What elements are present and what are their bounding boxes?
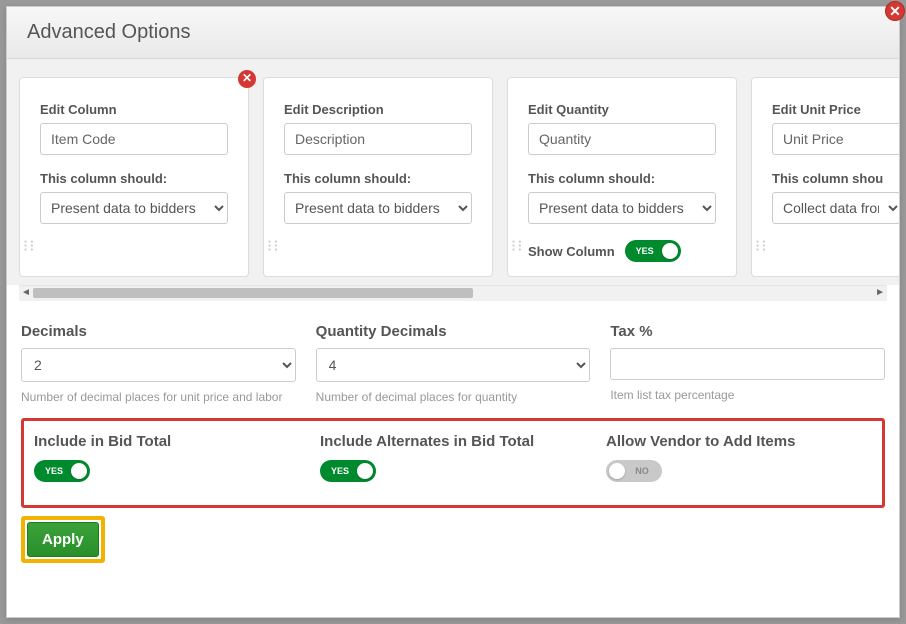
show-column-label: Show Column [528,244,615,259]
qty-decimals-select[interactable]: 4 [316,348,591,382]
column-should-select[interactable]: Present data to bidders [528,192,716,224]
column-name-input[interactable] [772,123,899,155]
drag-handle-icon[interactable]: ● ●● ●● ● [512,240,522,256]
decimals-field: Decimals 2 Number of decimal places for … [21,323,296,404]
decimals-hint: Number of decimal places for unit price … [21,390,296,404]
toggle-knob [662,243,678,259]
column-should-label: This column should: [40,171,228,186]
decimals-select[interactable]: 2 [21,348,296,382]
column-name-input[interactable] [40,123,228,155]
qty-decimals-label: Quantity Decimals [316,323,591,340]
include-total-field: Include in Bid Total YES [34,433,300,487]
apply-highlight-frame: Apply [21,516,105,563]
decimals-label: Decimals [21,323,296,340]
scroll-left-icon[interactable]: ◄ [21,287,31,298]
vendor-add-toggle[interactable]: NO [606,460,662,482]
drag-handle-icon[interactable]: ● ●● ●● ● [268,240,278,256]
scrollbar-thumb[interactable] [33,288,473,298]
drag-handle-icon[interactable]: ● ●● ●● ● [756,240,766,256]
close-icon[interactable]: ✕ [885,1,905,21]
toggle-knob [357,463,373,479]
column-should-select[interactable]: Collect data from [772,192,899,224]
toggle-knob [71,463,87,479]
modal-title: Advanced Options [27,21,879,44]
column-should-select[interactable]: Present data to bidders [284,192,472,224]
column-card-description: Edit Description ● ●● ●● ● This column s… [263,77,493,277]
drag-handle-icon[interactable]: ● ●● ●● ● [24,240,34,256]
column-name-input[interactable] [284,123,472,155]
columns-scroll-area: ✕ Edit Column ● ●● ●● ● This column shou… [7,59,899,285]
close-icon[interactable]: ✕ [238,70,256,88]
column-card-unit-price: Edit Unit Price ● ●● ●● ● This column sh… [751,77,899,277]
include-alternates-field: Include Alternates in Bid Total YES [320,433,586,487]
modal-header: Advanced Options [7,7,899,59]
column-should-label: This column should: [284,171,472,186]
include-total-toggle[interactable]: YES [34,460,90,482]
highlighted-toggles-group: Include in Bid Total YES Include Alterna… [21,418,885,508]
column-should-select[interactable]: Present data to bidders [40,192,228,224]
tax-hint: Item list tax percentage [610,388,885,402]
include-total-label: Include in Bid Total [34,433,300,450]
show-column-toggle[interactable]: YES [625,240,681,262]
apply-button[interactable]: Apply [27,522,99,557]
edit-column-label: Edit Quantity [528,102,716,117]
include-alternates-label: Include Alternates in Bid Total [320,433,586,450]
column-should-label: This column shou [772,171,899,186]
toggle-knob [609,463,625,479]
vendor-add-label: Allow Vendor to Add Items [606,433,872,450]
column-card-item-code: ✕ Edit Column ● ●● ●● ● This column shou… [19,77,249,277]
column-name-input[interactable] [528,123,716,155]
column-should-label: This column should: [528,171,716,186]
qty-decimals-field: Quantity Decimals 4 Number of decimal pl… [316,323,591,404]
edit-column-label: Edit Unit Price [772,102,899,117]
include-alternates-toggle[interactable]: YES [320,460,376,482]
edit-column-label: Edit Column [40,102,228,117]
tax-input[interactable] [610,348,885,380]
qty-decimals-hint: Number of decimal places for quantity [316,390,591,404]
vendor-add-field: Allow Vendor to Add Items NO [606,433,872,487]
scroll-right-icon[interactable]: ► [875,287,885,298]
column-card-quantity: Edit Quantity ● ●● ●● ● This column shou… [507,77,737,277]
tax-label: Tax % [610,323,885,340]
cards-row: ✕ Edit Column ● ●● ●● ● This column shou… [19,77,887,277]
advanced-options-modal: ✕ Advanced Options ✕ Edit Column ● ●● ●●… [6,6,900,618]
lower-section: Decimals 2 Number of decimal places for … [7,301,899,577]
horizontal-scrollbar[interactable]: ◄ ► [19,285,887,301]
edit-column-label: Edit Description [284,102,472,117]
tax-field: Tax % Item list tax percentage [610,323,885,404]
